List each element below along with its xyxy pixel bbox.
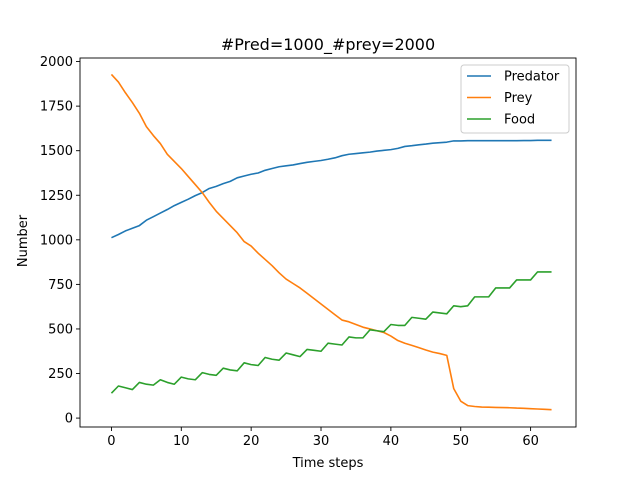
series-line-predator <box>111 139 552 239</box>
legend-label-food: Food <box>504 113 535 128</box>
plot-area <box>110 73 552 411</box>
legend-label-predator: Predator <box>504 70 560 85</box>
x-tick-label: 0 <box>107 434 115 449</box>
y-tick-label: 500 <box>48 322 73 337</box>
legend-label-prey: Prey <box>504 91 533 106</box>
y-tick-label: 1750 <box>40 100 73 115</box>
y-tick-label: 2000 <box>40 55 73 70</box>
y-tick-label: 250 <box>48 367 73 382</box>
y-tick-label: 1500 <box>40 144 73 159</box>
y-tick-label: 1250 <box>40 189 73 204</box>
y-tick-label: 750 <box>48 278 73 293</box>
x-tick-label: 60 <box>522 434 539 449</box>
legend-box <box>460 64 570 134</box>
x-tick-label: 40 <box>383 434 400 449</box>
y-axis-label: Number <box>16 214 31 267</box>
chart-title: #Pred=1000_#prey=2000 <box>221 35 435 55</box>
axes: 0 10 20 30 40 50 60 0 250 500 750 1000 1250 1500 1750 2… <box>40 55 577 449</box>
x-axis-label: Time steps <box>292 456 364 471</box>
plot-frame <box>79 57 577 428</box>
x-tick-label: 50 <box>452 434 469 449</box>
x-tick-label: 30 <box>313 434 330 449</box>
y-tick-label: 1000 <box>40 233 73 248</box>
series-line-food <box>110 271 552 394</box>
y-tick-label: 0 <box>65 412 73 427</box>
x-tick-label: 10 <box>173 434 190 449</box>
x-tick-label: 20 <box>243 434 260 449</box>
series-line-prey <box>110 73 552 411</box>
legend: Predator Prey Food <box>460 64 570 134</box>
